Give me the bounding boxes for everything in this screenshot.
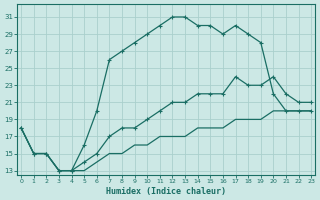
X-axis label: Humidex (Indice chaleur): Humidex (Indice chaleur) [106,187,226,196]
